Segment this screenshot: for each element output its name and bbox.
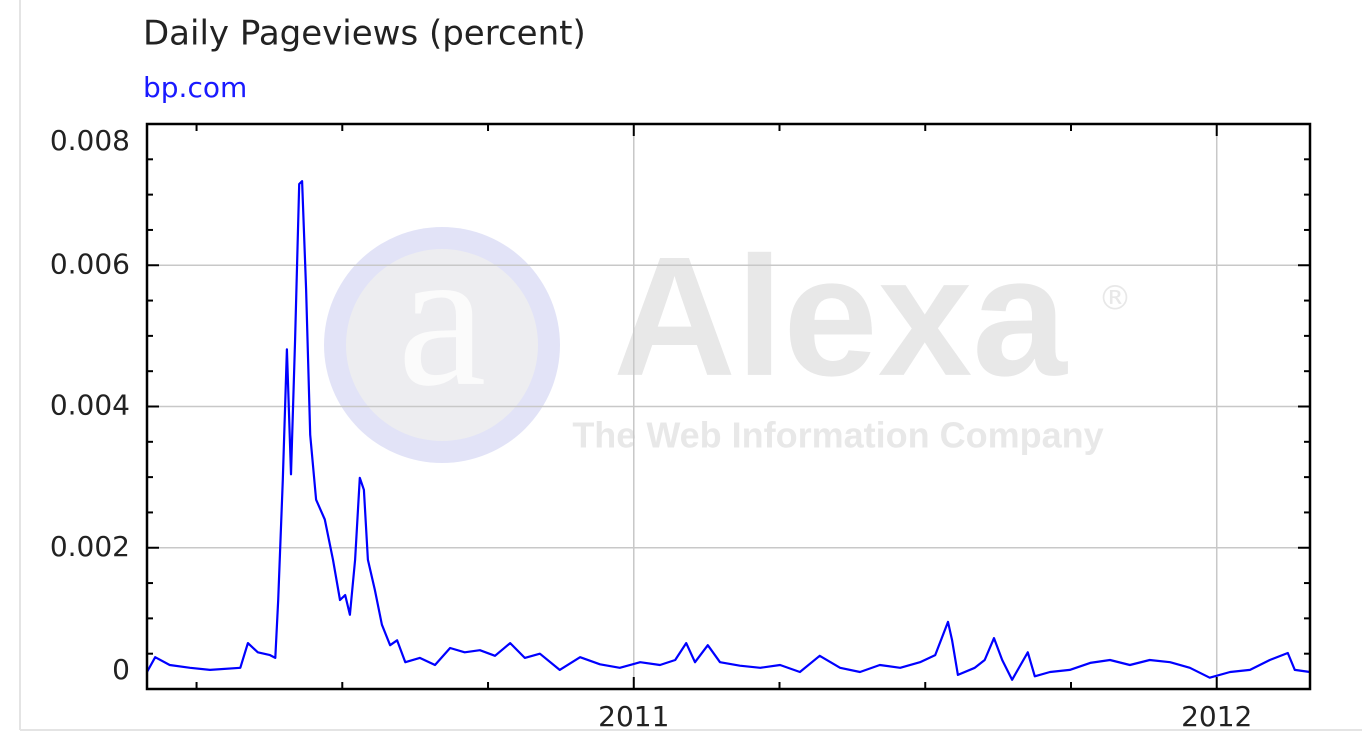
watermark-mark: ® (1098, 279, 1132, 319)
watermark: a Alexa ® The Web Information Company (324, 207, 1132, 463)
y-tick-label: 0.006 (50, 247, 130, 280)
y-tick-label: 0 (112, 653, 130, 686)
watermark-text: Alexa (613, 222, 1068, 412)
plot-frame (145, 122, 1312, 691)
watermark-circle (346, 249, 538, 441)
y-tick-label: 0.004 (50, 389, 130, 422)
x-tick-label: 2011 (598, 700, 669, 733)
y-tick-label: 0.002 (50, 530, 130, 563)
chart-title: Daily Pageviews (percent) (143, 14, 586, 54)
data-line (146, 180, 1311, 681)
y-tick-label: 0.008 (50, 124, 130, 157)
watermark-tagline: The Web Information Company (572, 415, 1103, 456)
chart-subtitle: bp.com (143, 71, 247, 104)
x-tick-label: 2012 (1181, 700, 1252, 733)
watermark-logo: a (398, 207, 487, 428)
